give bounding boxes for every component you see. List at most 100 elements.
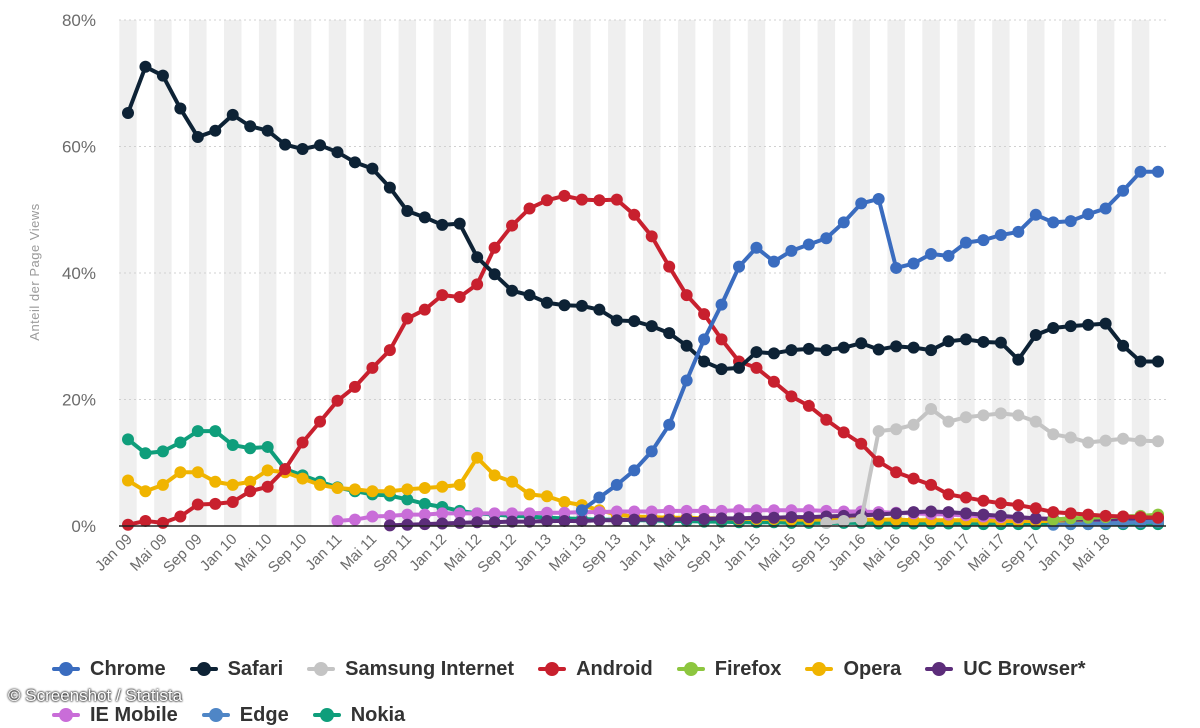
data-point[interactable]	[122, 106, 134, 119]
data-point[interactable]	[907, 418, 920, 431]
data-point[interactable]	[226, 495, 239, 508]
data-point[interactable]	[925, 505, 938, 518]
data-point[interactable]	[436, 507, 449, 520]
data-point[interactable]	[575, 299, 588, 312]
data-point[interactable]	[418, 518, 431, 531]
data-point[interactable]	[226, 478, 239, 491]
data-point[interactable]	[715, 363, 728, 376]
data-point[interactable]	[523, 515, 536, 528]
data-point[interactable]	[1064, 215, 1077, 228]
data-point[interactable]	[279, 138, 292, 151]
data-point[interactable]	[156, 69, 169, 82]
data-point[interactable]	[1029, 328, 1042, 341]
data-point[interactable]	[837, 216, 850, 229]
data-point[interactable]	[750, 241, 763, 254]
data-point[interactable]	[1152, 355, 1164, 368]
data-point[interactable]	[855, 197, 868, 210]
data-point[interactable]	[925, 478, 938, 491]
data-point[interactable]	[610, 314, 623, 327]
data-point[interactable]	[1082, 508, 1095, 521]
data-point[interactable]	[977, 409, 990, 422]
data-point[interactable]	[942, 415, 955, 428]
data-point[interactable]	[418, 211, 431, 224]
data-point[interactable]	[139, 447, 152, 460]
data-point[interactable]	[488, 268, 501, 281]
data-point[interactable]	[488, 507, 501, 520]
data-point[interactable]	[1134, 165, 1147, 178]
data-point[interactable]	[348, 380, 361, 393]
data-point[interactable]	[348, 156, 361, 169]
data-point[interactable]	[244, 442, 257, 455]
data-point[interactable]	[698, 355, 711, 368]
legend-item[interactable]: Chrome	[52, 656, 166, 682]
data-point[interactable]	[261, 464, 274, 477]
data-point[interactable]	[698, 504, 711, 517]
data-point[interactable]	[348, 513, 361, 526]
data-point[interactable]	[994, 229, 1007, 242]
data-point[interactable]	[314, 139, 327, 152]
data-point[interactable]	[401, 312, 414, 325]
data-point[interactable]	[1152, 435, 1164, 448]
data-point[interactable]	[959, 491, 972, 504]
data-point[interactable]	[628, 513, 641, 526]
data-point[interactable]	[837, 426, 850, 439]
data-point[interactable]	[802, 399, 815, 412]
data-point[interactable]	[453, 217, 466, 230]
legend-item[interactable]: Android	[538, 656, 653, 682]
data-point[interactable]	[1012, 511, 1025, 524]
data-point[interactable]	[261, 440, 274, 453]
data-point[interactable]	[907, 472, 920, 485]
data-point[interactable]	[331, 394, 344, 407]
data-point[interactable]	[418, 508, 431, 521]
data-point[interactable]	[698, 333, 711, 346]
data-point[interactable]	[698, 308, 711, 321]
data-point[interactable]	[1117, 432, 1130, 445]
data-point[interactable]	[1152, 511, 1164, 524]
data-point[interactable]	[890, 261, 903, 274]
data-point[interactable]	[314, 415, 327, 428]
data-point[interactable]	[715, 333, 728, 346]
data-point[interactable]	[593, 514, 606, 527]
data-point[interactable]	[680, 504, 693, 517]
data-point[interactable]	[558, 506, 571, 519]
data-point[interactable]	[191, 466, 204, 479]
data-point[interactable]	[750, 346, 763, 359]
data-point[interactable]	[767, 375, 780, 388]
data-point[interactable]	[209, 425, 222, 438]
data-point[interactable]	[174, 436, 187, 449]
data-point[interactable]	[663, 513, 676, 526]
data-point[interactable]	[680, 289, 693, 302]
data-point[interactable]	[663, 504, 676, 517]
data-point[interactable]	[767, 511, 780, 524]
data-point[interactable]	[942, 488, 955, 501]
data-point[interactable]	[628, 208, 641, 221]
data-point[interactable]	[715, 298, 728, 311]
legend-item[interactable]: Firefox	[676, 656, 781, 682]
data-point[interactable]	[855, 337, 868, 350]
data-point[interactable]	[628, 464, 641, 477]
data-point[interactable]	[1064, 507, 1077, 520]
data-point[interactable]	[401, 518, 414, 531]
data-point[interactable]	[837, 341, 850, 354]
data-point[interactable]	[453, 291, 466, 304]
data-point[interactable]	[331, 514, 344, 527]
data-point[interactable]	[1029, 502, 1042, 515]
data-point[interactable]	[453, 507, 466, 520]
data-point[interactable]	[942, 506, 955, 519]
data-point[interactable]	[750, 361, 763, 374]
data-point[interactable]	[366, 361, 379, 374]
data-point[interactable]	[733, 504, 746, 517]
data-point[interactable]	[506, 507, 519, 520]
data-point[interactable]	[645, 505, 658, 518]
data-point[interactable]	[471, 507, 484, 520]
data-point[interactable]	[1047, 428, 1060, 441]
data-point[interactable]	[1082, 208, 1095, 221]
data-point[interactable]	[645, 320, 658, 333]
data-point[interactable]	[261, 480, 274, 493]
data-point[interactable]	[1099, 509, 1112, 522]
data-point[interactable]	[401, 483, 414, 496]
data-point[interactable]	[698, 513, 711, 526]
data-point[interactable]	[785, 344, 798, 357]
data-point[interactable]	[244, 475, 257, 488]
data-point[interactable]	[994, 509, 1007, 522]
